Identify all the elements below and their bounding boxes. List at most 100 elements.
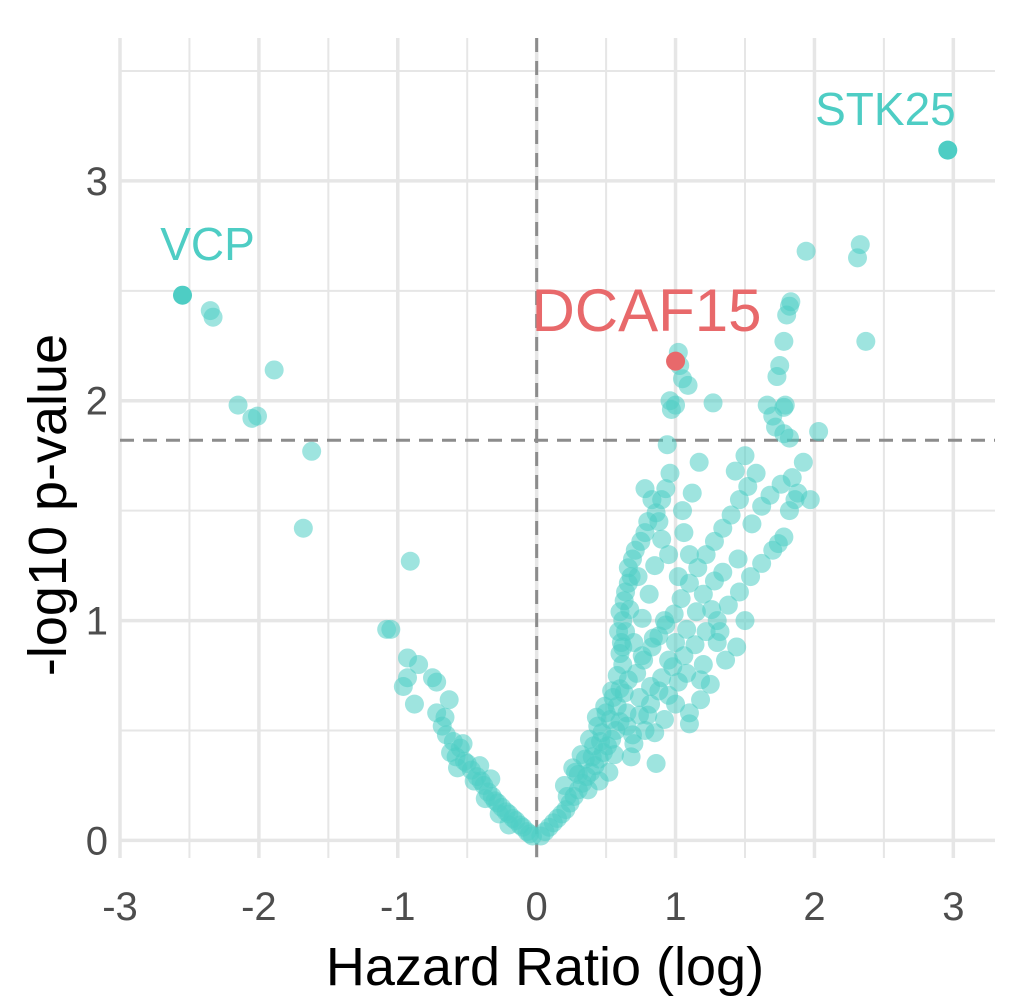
data-point bbox=[464, 771, 484, 791]
data-point bbox=[735, 611, 755, 631]
data-point bbox=[725, 461, 745, 481]
data-point bbox=[707, 633, 727, 653]
data-point bbox=[654, 710, 674, 730]
data-point bbox=[639, 584, 659, 604]
y-tick-label: 3 bbox=[86, 160, 108, 204]
data-point bbox=[557, 786, 577, 806]
data-point bbox=[643, 628, 663, 648]
x-tick-label: 0 bbox=[526, 885, 548, 929]
x-tick-label: 3 bbox=[942, 885, 964, 929]
data-point bbox=[767, 367, 787, 387]
data-point bbox=[768, 534, 788, 554]
data-point bbox=[302, 441, 322, 461]
data-point bbox=[649, 512, 669, 532]
data-point bbox=[785, 490, 805, 510]
x-tick-label: -1 bbox=[380, 885, 416, 929]
data-point bbox=[228, 395, 248, 415]
data-point bbox=[582, 747, 602, 767]
data-point bbox=[578, 780, 598, 800]
data-point bbox=[427, 672, 447, 692]
data-point bbox=[660, 463, 680, 483]
data-point bbox=[721, 505, 741, 525]
data-point bbox=[678, 375, 698, 395]
data-point bbox=[752, 553, 772, 573]
data-point bbox=[293, 518, 313, 538]
data-point bbox=[796, 241, 816, 261]
y-axis-title: -log10 p-value bbox=[18, 334, 78, 676]
data-point bbox=[741, 567, 761, 587]
data-point bbox=[661, 400, 681, 420]
data-point bbox=[727, 637, 747, 657]
x-tick-label: -3 bbox=[102, 885, 138, 929]
data-point bbox=[800, 490, 820, 510]
data-point bbox=[475, 789, 495, 809]
data-point bbox=[742, 514, 762, 534]
data-point bbox=[645, 556, 665, 576]
data-point bbox=[652, 529, 672, 549]
data-point bbox=[809, 422, 829, 442]
x-tick-label: 1 bbox=[664, 885, 686, 929]
data-point bbox=[586, 707, 606, 727]
data-point bbox=[677, 619, 697, 639]
labeled-point-stk25 bbox=[938, 140, 958, 160]
gene-labels: STK25 VCP DCAF15 bbox=[160, 83, 956, 344]
data-point bbox=[623, 725, 642, 745]
data-point bbox=[777, 305, 797, 325]
data-point bbox=[409, 655, 429, 675]
data-point bbox=[404, 694, 424, 714]
data-point bbox=[704, 571, 724, 591]
data-point bbox=[782, 468, 802, 488]
data-point bbox=[499, 815, 519, 835]
data-point bbox=[691, 690, 711, 710]
y-tick-label: 1 bbox=[86, 600, 108, 644]
data-point bbox=[656, 479, 676, 499]
data-point bbox=[679, 714, 699, 734]
data-point bbox=[666, 694, 686, 714]
labeled-point-dcaf15 bbox=[666, 351, 686, 371]
data-point bbox=[604, 745, 624, 765]
data-point bbox=[666, 633, 686, 653]
data-point bbox=[620, 600, 640, 620]
data-point bbox=[568, 764, 588, 784]
data-points bbox=[173, 140, 958, 846]
data-point bbox=[481, 769, 501, 789]
data-point bbox=[628, 567, 648, 587]
data-point bbox=[691, 670, 711, 690]
data-point bbox=[685, 635, 705, 655]
data-point bbox=[689, 452, 709, 472]
data-point bbox=[616, 622, 636, 642]
data-point bbox=[779, 428, 799, 448]
data-point bbox=[686, 602, 706, 622]
data-point bbox=[203, 307, 223, 327]
gene-label-vcp: VCP bbox=[160, 218, 255, 270]
tick-labels: -3 -2 -1 0 1 2 3 0 1 2 3 bbox=[86, 160, 965, 929]
labeled-point-vcp bbox=[173, 285, 192, 305]
data-point bbox=[674, 523, 694, 543]
data-point bbox=[400, 551, 420, 571]
data-point bbox=[703, 393, 723, 413]
data-point bbox=[377, 619, 397, 639]
data-point bbox=[729, 582, 749, 602]
data-point bbox=[607, 666, 627, 686]
data-point bbox=[248, 406, 267, 426]
data-point bbox=[613, 637, 633, 657]
data-point bbox=[673, 501, 692, 521]
data-point bbox=[659, 545, 679, 565]
data-point bbox=[591, 731, 611, 751]
data-point bbox=[848, 248, 867, 268]
x-tick-label: -2 bbox=[241, 885, 277, 929]
data-point bbox=[671, 589, 691, 609]
data-point bbox=[632, 646, 652, 666]
data-point bbox=[679, 545, 699, 565]
data-point bbox=[793, 452, 813, 472]
reference-lines bbox=[120, 38, 995, 858]
data-point bbox=[448, 758, 467, 778]
data-point bbox=[635, 479, 655, 499]
data-point bbox=[728, 549, 748, 569]
data-point bbox=[693, 655, 713, 675]
data-point bbox=[453, 734, 473, 754]
data-point bbox=[746, 463, 766, 483]
grid bbox=[118, 38, 995, 858]
data-point bbox=[774, 331, 794, 351]
